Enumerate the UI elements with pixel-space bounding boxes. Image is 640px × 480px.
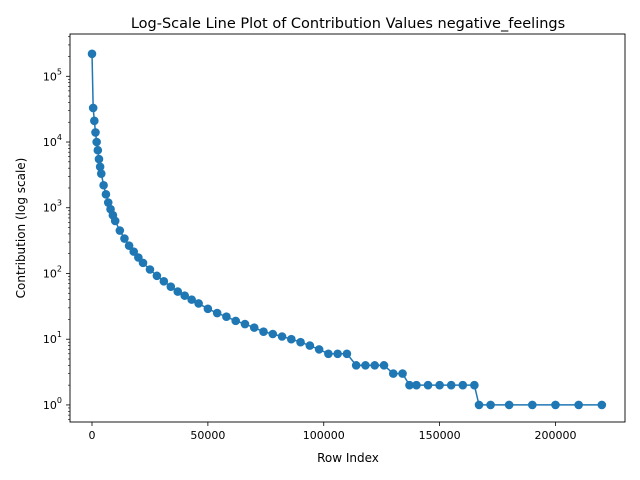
data-point xyxy=(203,304,213,314)
data-point xyxy=(93,145,103,155)
data-point xyxy=(458,380,468,390)
plot-area xyxy=(87,49,607,410)
data-point xyxy=(110,216,120,226)
data-point xyxy=(231,316,240,326)
y-tick-label: 103 xyxy=(43,199,62,215)
data-point xyxy=(574,400,583,410)
data-point xyxy=(249,323,259,332)
x-axis-label: Row Index xyxy=(317,451,379,465)
data-point xyxy=(446,380,456,390)
data-point xyxy=(370,361,380,370)
x-axis: 0 50000 100000 150000 200000 xyxy=(89,422,576,442)
data-point xyxy=(470,380,479,390)
data-point xyxy=(504,400,514,410)
data-point xyxy=(435,380,444,390)
data-point xyxy=(94,154,104,164)
data-point xyxy=(159,277,169,286)
data-point xyxy=(187,295,196,304)
data-point xyxy=(361,361,370,370)
data-point xyxy=(259,327,268,337)
data-point xyxy=(95,162,105,172)
data-point xyxy=(115,226,125,235)
data-point xyxy=(528,400,537,410)
data-point xyxy=(597,400,607,410)
x-tick-label: 100000 xyxy=(303,429,345,442)
data-point xyxy=(342,349,352,359)
y-tick-label: 102 xyxy=(43,264,62,280)
data-point xyxy=(173,287,183,296)
data-point xyxy=(287,334,296,344)
y-tick-label: 104 xyxy=(43,133,62,149)
data-point xyxy=(103,198,113,207)
chart-title: Log-Scale Line Plot of Contribution Valu… xyxy=(131,16,565,32)
data-point xyxy=(314,345,324,354)
y-tick-label: 101 xyxy=(43,330,62,346)
data-point xyxy=(305,341,315,350)
data-point xyxy=(423,380,433,390)
data-point xyxy=(268,329,278,339)
y-axis: 100 101 102 103 104 105 xyxy=(43,36,70,420)
data-point xyxy=(96,169,106,178)
x-tick-label: 0 xyxy=(89,429,96,442)
x-tick-label: 200000 xyxy=(534,429,576,442)
data-point xyxy=(120,234,129,243)
data-point xyxy=(145,265,155,274)
data-point xyxy=(405,380,414,390)
data-point xyxy=(351,361,361,370)
data-point xyxy=(388,369,398,378)
data-point xyxy=(129,247,139,256)
x-tick-label: 150000 xyxy=(419,429,461,442)
data-point xyxy=(412,380,421,390)
data-point xyxy=(296,337,305,347)
data-point xyxy=(194,299,203,308)
x-tick-label: 50000 xyxy=(190,429,225,442)
y-axis-label: Contribution (log scale) xyxy=(14,158,28,299)
data-point xyxy=(90,116,99,126)
data-point xyxy=(88,103,98,113)
data-point xyxy=(92,137,101,147)
data-point xyxy=(152,271,162,281)
data-point xyxy=(212,308,222,318)
data-point xyxy=(333,349,342,359)
data-point xyxy=(166,282,176,291)
data-point xyxy=(240,319,250,329)
data-point xyxy=(551,400,560,410)
data-point xyxy=(277,332,287,341)
data-point xyxy=(324,349,333,359)
data-point xyxy=(379,361,389,370)
data-point xyxy=(91,128,100,137)
y-tick-label: 100 xyxy=(43,396,62,412)
data-point xyxy=(101,190,111,199)
data-point xyxy=(474,400,484,410)
data-point xyxy=(222,312,231,322)
data-point xyxy=(486,400,495,410)
data-point xyxy=(99,180,108,190)
data-point xyxy=(180,291,190,300)
data-point xyxy=(124,241,134,250)
data-point xyxy=(87,49,97,59)
data-point xyxy=(138,258,148,268)
data-point xyxy=(398,369,407,378)
y-tick-label: 105 xyxy=(43,67,62,83)
plot-frame xyxy=(69,33,626,423)
